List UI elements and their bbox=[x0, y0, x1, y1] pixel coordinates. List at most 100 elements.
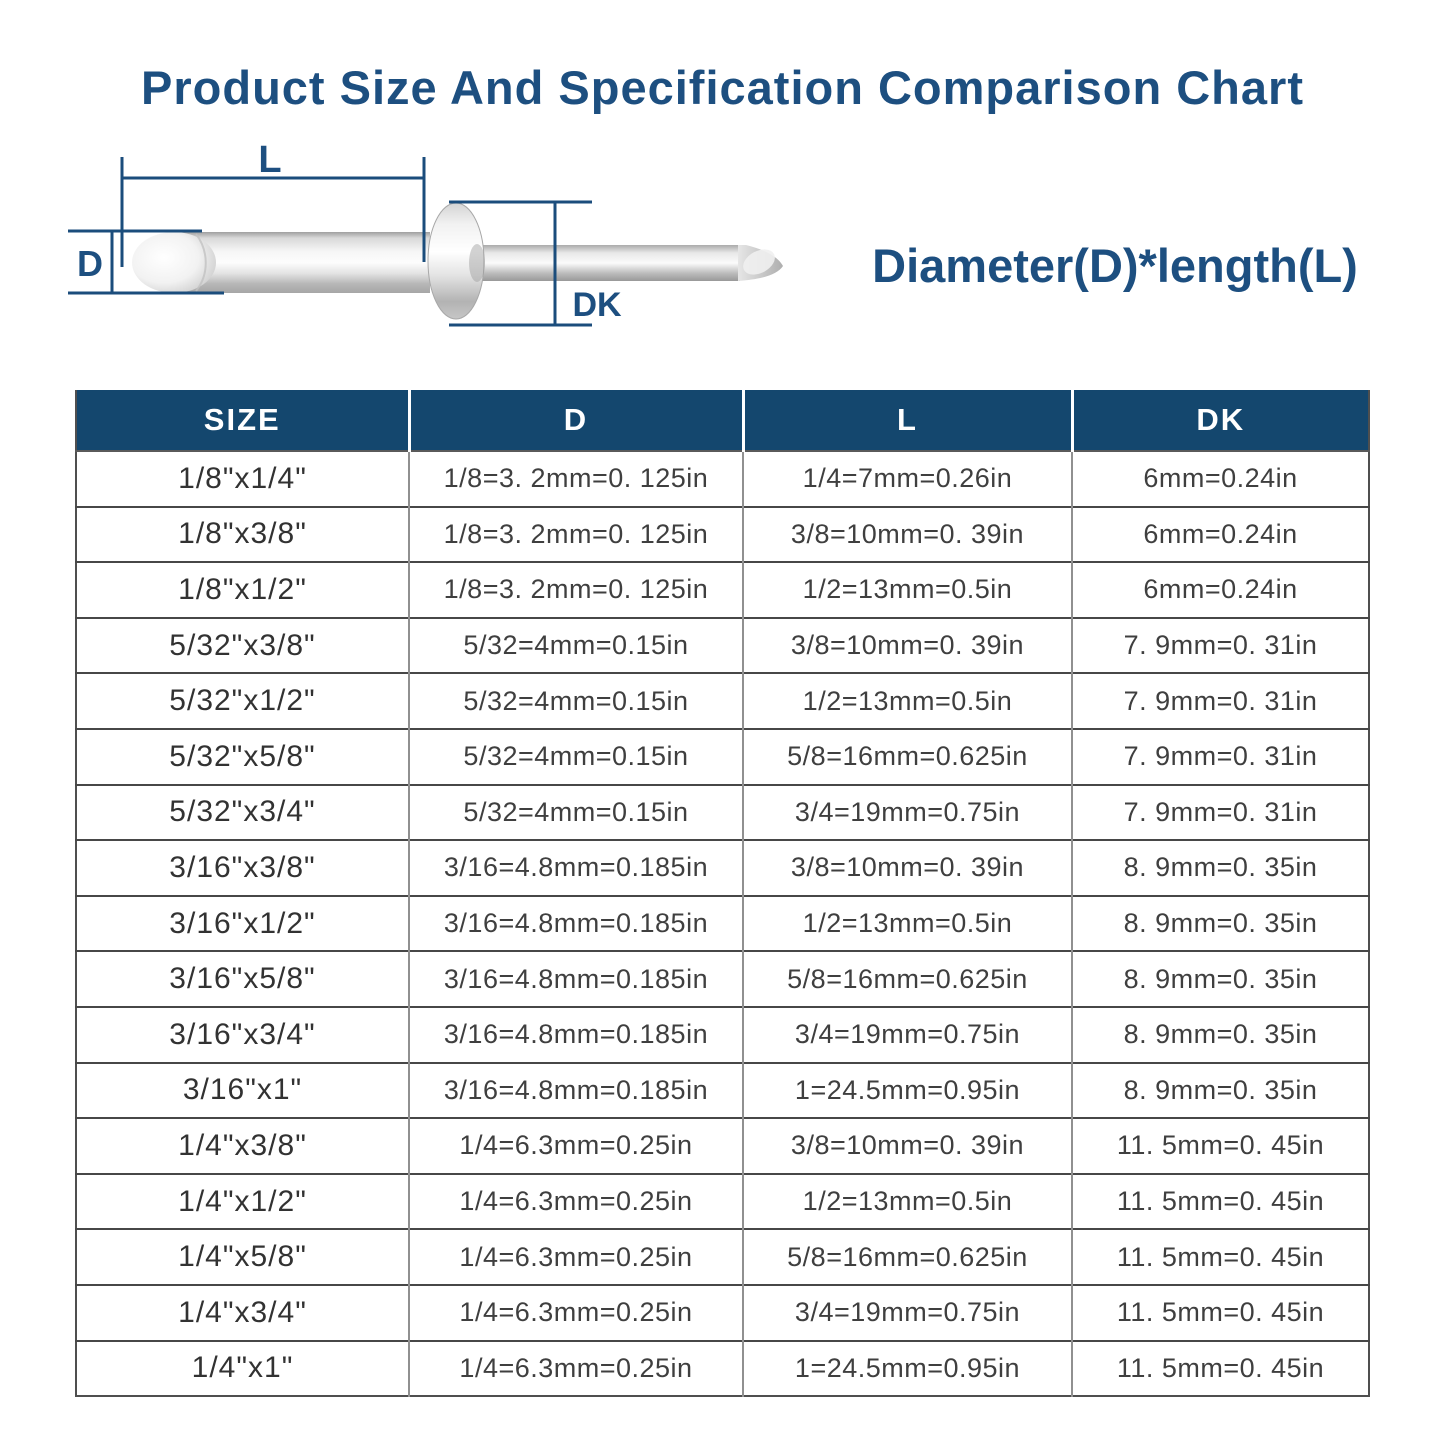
cell-d: 3/16=4.8mm=0.185in bbox=[408, 950, 743, 1007]
cell-size: 3/16"x1" bbox=[76, 1061, 409, 1119]
cell-l: 1/2=13mm=0.5in bbox=[742, 894, 1072, 952]
dim-label-dk: DK bbox=[572, 286, 622, 324]
cell-dk: 6mm=0.24in bbox=[1071, 505, 1369, 563]
cell-size: 1/4"x1" bbox=[76, 1339, 409, 1397]
cell-l: 3/8=10mm=0. 39in bbox=[742, 1117, 1072, 1174]
cell-d: 1/8=3. 2mm=0. 125in bbox=[408, 451, 743, 507]
cell-l: 1/2=13mm=0.5in bbox=[742, 672, 1072, 729]
cell-dk: 7. 9mm=0. 31in bbox=[1071, 616, 1369, 674]
cell-dk: 6mm=0.24in bbox=[1071, 561, 1369, 618]
dim-label-d: D bbox=[77, 243, 103, 284]
table-row: 1/4"x5/8" 1/4=6.3mm=0.25in 5/8=16mm=0.625i… bbox=[76, 1228, 1369, 1285]
cell-d: 3/16=4.8mm=0.185in bbox=[408, 1005, 743, 1063]
cell-l: 5/8=16mm=0.625in bbox=[742, 1228, 1072, 1285]
cell-dk: 11. 5mm=0. 45in bbox=[1071, 1228, 1369, 1285]
cell-d: 5/32=4mm=0.15in bbox=[408, 616, 743, 674]
cell-dk: 7. 9mm=0. 31in bbox=[1071, 672, 1369, 729]
spec-table: SIZE D L DK 1/8"x1/4" 1/8=3. 2mm=0. 125in… bbox=[75, 390, 1370, 1398]
table-row: 1/4"x3/8" 1/4=6.3mm=0.25in 3/8=10mm=0. 39i… bbox=[76, 1117, 1369, 1174]
cell-l: 3/4=19mm=0.75in bbox=[742, 1005, 1072, 1063]
cell-l: 1/2=13mm=0.5in bbox=[742, 1172, 1072, 1230]
cell-dk: 8. 9mm=0. 35in bbox=[1071, 1061, 1369, 1119]
header-dk: DK bbox=[1072, 390, 1369, 452]
cell-size: 5/32"x3/4" bbox=[76, 783, 409, 841]
table-row: 3/16"x3/4" 3/16=4.8mm=0.185in 3/4=19mm=0.7… bbox=[76, 1005, 1369, 1063]
cell-size: 5/32"x3/8" bbox=[76, 616, 409, 674]
cell-dk: 11. 5mm=0. 45in bbox=[1071, 1283, 1369, 1341]
header-l: L bbox=[743, 390, 1074, 452]
cell-size: 3/16"x3/8" bbox=[76, 839, 409, 896]
cell-size: 1/8"x3/8" bbox=[76, 505, 409, 563]
rivet-dome-seam bbox=[195, 233, 207, 292]
rivet-mandrel bbox=[468, 245, 740, 281]
cell-dk: 11. 5mm=0. 45in bbox=[1071, 1117, 1369, 1174]
cell-dk: 7. 9mm=0. 31in bbox=[1071, 727, 1369, 785]
table-row: 1/4"x1" 1/4=6.3mm=0.25in 1=24.5mm=0.95in 11… bbox=[76, 1339, 1369, 1397]
rivet-dome-end bbox=[132, 232, 216, 293]
cell-d: 1/4=6.3mm=0.25in bbox=[408, 1339, 743, 1397]
table-row: 1/8"x3/8" 1/8=3. 2mm=0. 125in 3/8=10mm=0. … bbox=[76, 505, 1369, 563]
cell-l: 3/4=19mm=0.75in bbox=[742, 783, 1072, 841]
page-title: Product Size And Specification Compariso… bbox=[141, 61, 1304, 114]
cell-size: 5/32"x1/2" bbox=[76, 672, 409, 729]
table-row: 1/8"x1/4" 1/8=3. 2mm=0. 125in 1/4=7mm=0.26… bbox=[76, 451, 1369, 507]
rivet-head-shadow bbox=[469, 244, 485, 282]
table-row: 3/16"x3/8" 3/16=4.8mm=0.185in 3/8=10mm=0. … bbox=[76, 839, 1369, 896]
cell-l: 1=24.5mm=0.95in bbox=[742, 1061, 1072, 1119]
cell-l: 1/4=7mm=0.26in bbox=[742, 451, 1072, 507]
cell-size: 1/4"x5/8" bbox=[76, 1228, 409, 1285]
table-row: 1/4"x1/2" 1/4=6.3mm=0.25in 1/2=13mm=0.5in 1… bbox=[76, 1172, 1369, 1230]
cell-size: 1/8"x1/2" bbox=[76, 561, 409, 618]
header-row: SIZE D L DK bbox=[76, 390, 1369, 452]
spec-table-body: 1/8"x1/4" 1/8=3. 2mm=0. 125in 1/4=7mm=0.26… bbox=[76, 451, 1369, 1397]
cell-d: 1/8=3. 2mm=0. 125in bbox=[408, 505, 743, 563]
rivet-mandrel-tip-face bbox=[743, 249, 775, 275]
cell-d: 5/32=4mm=0.15in bbox=[408, 783, 743, 841]
cell-d: 1/4=6.3mm=0.25in bbox=[408, 1117, 743, 1174]
cell-d: 1/4=6.3mm=0.25in bbox=[408, 1283, 743, 1341]
header-size: SIZE bbox=[76, 390, 411, 452]
table-row: 5/32"x3/4" 5/32=4mm=0.15in 3/4=19mm=0.75in… bbox=[76, 783, 1369, 841]
rivet-diagram: L D DK bbox=[68, 139, 783, 327]
cell-d: 1/4=6.3mm=0.25in bbox=[408, 1172, 743, 1230]
cell-dk: 7. 9mm=0. 31in bbox=[1071, 783, 1369, 841]
cell-dk: 8. 9mm=0. 35in bbox=[1071, 950, 1369, 1007]
cell-d: 5/32=4mm=0.15in bbox=[408, 727, 743, 785]
cell-size: 1/4"x3/8" bbox=[76, 1117, 409, 1174]
table-row: 3/16"x5/8" 3/16=4.8mm=0.185in 5/8=16mm=0.6… bbox=[76, 950, 1369, 1007]
cell-l: 5/8=16mm=0.625in bbox=[742, 950, 1072, 1007]
cell-l: 5/8=16mm=0.625in bbox=[742, 727, 1072, 785]
cell-d: 5/32=4mm=0.15in bbox=[408, 672, 743, 729]
cell-l: 1=24.5mm=0.95in bbox=[742, 1339, 1072, 1397]
table-row: 5/32"x3/8" 5/32=4mm=0.15in 3/8=10mm=0. 39i… bbox=[76, 616, 1369, 674]
cell-size: 1/8"x1/4" bbox=[178, 461, 307, 495]
cell-dk: 8. 9mm=0. 35in bbox=[1071, 839, 1369, 896]
table-row: 3/16"x1" 3/16=4.8mm=0.185in 1=24.5mm=0.95i… bbox=[76, 1061, 1369, 1119]
cell-d: 1/8=3. 2mm=0. 125in bbox=[408, 561, 743, 618]
cell-dk: 11. 5mm=0. 45in bbox=[1071, 1339, 1369, 1397]
table-row: 5/32"x5/8" 5/32=4mm=0.15in 5/8=16mm=0.625i… bbox=[76, 727, 1369, 785]
cell-l: 3/4=19mm=0.75in bbox=[742, 1283, 1072, 1341]
cell-size: 3/16"x3/4" bbox=[76, 1005, 409, 1063]
cell-d: 3/16=4.8mm=0.185in bbox=[408, 894, 743, 952]
cell-dk: 8. 9mm=0. 35in bbox=[1071, 894, 1369, 952]
table-row: 3/16"x1/2" 3/16=4.8mm=0.185in 1/2=13mm=0.5… bbox=[76, 894, 1369, 952]
cell-d: 3/16=4.8mm=0.185in bbox=[408, 1061, 743, 1119]
cell-l: 1/2=13mm=0.5in bbox=[742, 561, 1072, 618]
cell-d: 3/16=4.8mm=0.185in bbox=[408, 839, 743, 896]
cell-dk: 8. 9mm=0. 35in bbox=[1071, 1005, 1369, 1063]
header-d: D bbox=[409, 390, 745, 452]
table-row: 1/8"x1/2" 1/8=3. 2mm=0. 125in 1/2=13mm=0.5… bbox=[76, 561, 1369, 618]
table-row: 1/4"x3/4" 1/4=6.3mm=0.25in 3/4=19mm=0.75in… bbox=[76, 1283, 1369, 1341]
dim-label-l: L bbox=[258, 139, 281, 181]
cell-size: 1/4"x1/2" bbox=[76, 1172, 409, 1230]
cell-size: 3/16"x1/2" bbox=[76, 894, 409, 952]
cell-l: 3/8=10mm=0. 39in bbox=[742, 839, 1072, 896]
cell-l: 3/8=10mm=0. 39in bbox=[742, 616, 1072, 674]
cell-size: 1/4"x3/4" bbox=[76, 1283, 409, 1341]
cell-size: 5/32"x5/8" bbox=[76, 727, 409, 785]
cell-size: 3/16"x5/8" bbox=[76, 950, 409, 1007]
cell-dk: 11. 5mm=0. 45in bbox=[1071, 1172, 1369, 1230]
cell-d: 1/4=6.3mm=0.25in bbox=[408, 1228, 743, 1285]
